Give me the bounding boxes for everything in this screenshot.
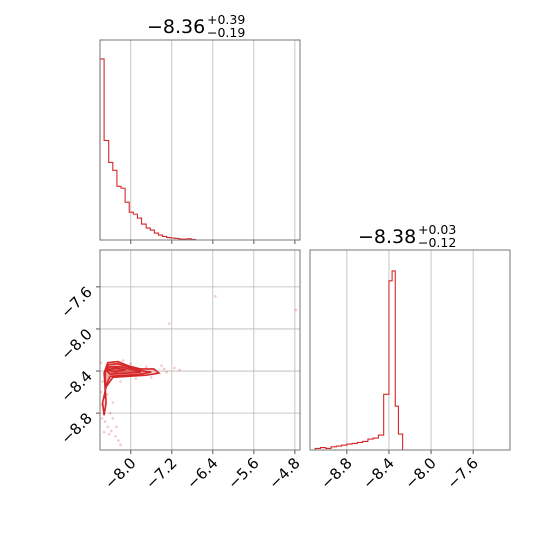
scatter-point: [178, 368, 181, 372]
scatter-point: [149, 376, 153, 379]
tick-label-x-bottom-left: −7.2: [142, 454, 180, 492]
scatter-point: [165, 370, 168, 374]
scatter-point: [173, 366, 176, 370]
tick-label-x-bottom-right: −7.6: [443, 454, 481, 492]
contour-level: [104, 367, 126, 373]
scatter-point: [134, 377, 138, 380]
tick-label-y-bottom-left: −8.0: [57, 325, 95, 363]
tick-label-x-bottom-left: −8.0: [101, 454, 139, 492]
scatter-point: [107, 432, 111, 436]
scatter-point: [109, 429, 113, 433]
scatter-point: [167, 322, 171, 325]
histogram-line-bottom-right: [310, 270, 510, 451]
tick-label-y-bottom-left: −7.6: [57, 283, 95, 321]
tick-label-x-bottom-left: −5.6: [224, 454, 262, 492]
scatter-point: [129, 362, 133, 365]
scatter-point: [144, 365, 148, 369]
scatter-point: [106, 425, 109, 429]
scatter-point: [114, 435, 117, 438]
title-median-bottom-right: −8.38: [358, 226, 416, 248]
scatter-point: [111, 417, 115, 420]
scatter-point: [105, 392, 109, 396]
scatter-point: [214, 295, 217, 298]
tick-label-x-bottom-right: −8.4: [359, 454, 397, 492]
scatter-point: [162, 367, 166, 371]
scatter-point: [119, 443, 122, 447]
panel-frame-bottom-right: [309, 249, 511, 451]
histogram-line-top-left: [99, 58, 300, 241]
tick-label-x-bottom-right: −8.8: [317, 454, 355, 492]
scatter-point: [103, 420, 107, 423]
tick-label-y-bottom-left: −8.8: [57, 409, 95, 447]
tick-label-x-bottom-right: −8.0: [401, 454, 439, 492]
histogram-panel-top-left: −8.36 +0.39 −0.19: [99, 12, 301, 244]
tick-label-y-bottom-left: −8.4: [57, 367, 95, 405]
scatter-point: [294, 308, 298, 312]
scatter-point: [111, 401, 115, 404]
title-minus-top-left: −0.19: [207, 25, 245, 40]
scatter-panel-bottom-left: −8.0 −7.2 −6.4 −5.6 −4.8−7.6−8.0−8.4−8.8: [57, 249, 304, 493]
scatter-point: [117, 439, 120, 442]
scatter-point: [160, 364, 163, 368]
contour-level: [101, 360, 161, 416]
scatter-point: [119, 380, 122, 383]
panel-frame-top-left: [99, 39, 301, 241]
tick-label-x-bottom-left: −4.8: [265, 454, 303, 492]
tick-label-x-bottom-left: −6.4: [183, 454, 221, 492]
scatter-point: [101, 380, 104, 383]
title-plus-bottom-right: +0.03: [418, 222, 456, 237]
scatter-point: [102, 430, 106, 434]
scatter-point: [121, 359, 125, 362]
histogram-panel-bottom-right: −8.8 −8.4 −8.0 −7.6 −8.38 +0.03 −0.12: [309, 222, 511, 493]
title-median-top-left: −8.36: [147, 16, 205, 38]
title-minus-bottom-right: −0.12: [418, 235, 456, 250]
title-plus-top-left: +0.39: [207, 12, 245, 27]
scatter-point: [115, 425, 118, 429]
panel-frame-bottom-left: [99, 249, 301, 451]
scatter-point: [100, 417, 104, 420]
scatter-point: [108, 411, 112, 415]
